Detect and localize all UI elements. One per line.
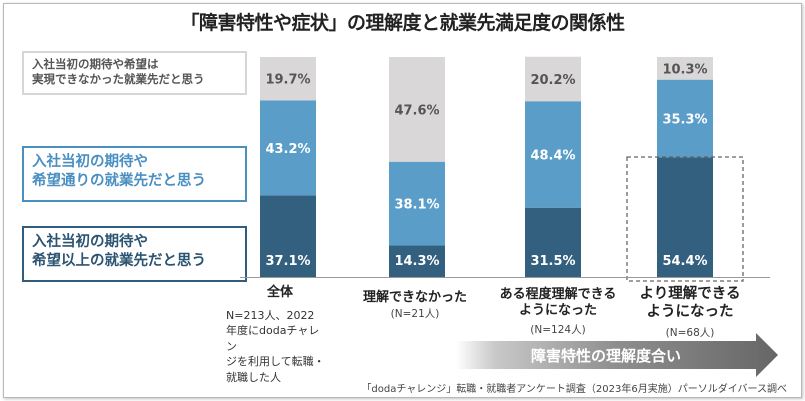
- legend-mid-line-1: 入社当初の期待や: [32, 154, 148, 170]
- bar-label-0-2: 19.7%: [265, 73, 310, 88]
- legend-grey-line-1: 入社当初の期待や希望は: [32, 57, 159, 71]
- category-label-3-line-1: より理解できる: [639, 286, 741, 302]
- bar-label-1-1: 38.1%: [394, 198, 439, 213]
- bar-segment-2-0: [525, 207, 581, 277]
- sample-note: N=213人、2022 年度にdodaチャレン ジを利用して転職・ 就職した人: [226, 308, 326, 385]
- note-line-4: 就職した人: [226, 370, 281, 384]
- bar-segment-2-1: [525, 101, 581, 208]
- bar-label-3-2: 10.3%: [662, 62, 707, 77]
- bar-label-1-0: 14.3%: [394, 254, 439, 269]
- bar-label-2-2: 20.2%: [530, 73, 575, 88]
- bar-segment-1-1: [389, 161, 445, 246]
- category-label-3: より理解できる ようになった: [625, 285, 755, 321]
- bar-segment-1-0: [389, 245, 445, 277]
- category-label-2-line-2: ようになった: [518, 303, 597, 319]
- bar-label-1-2: 47.6%: [394, 103, 439, 118]
- category-label-1: 理解できなかった: [362, 290, 467, 305]
- category-n-3: (N=68人): [665, 327, 715, 339]
- bar-segment-3-1: [657, 79, 713, 158]
- legend-grey-line-2: 実現できなかった就業先だと思う: [32, 72, 205, 87]
- note-line-1: N=213人、2022: [226, 309, 315, 322]
- highlight-box: [626, 156, 744, 282]
- category-n-2: (N=124人): [530, 324, 586, 336]
- arrow-label: 障害特性の理解度合い: [530, 347, 681, 365]
- bar-segment-3-0: [657, 157, 713, 277]
- legend-mid: 入社当初の期待や 希望通りの就業先だと思う: [22, 146, 247, 202]
- bar-label-2-1: 48.4%: [530, 148, 575, 163]
- bar-segment-0-0: [260, 195, 316, 277]
- arrow-shape: [456, 333, 778, 377]
- bar-segment-0-2: [260, 57, 316, 101]
- category-label-2-line-1: ある程度理解できる: [499, 287, 617, 302]
- category-label-2: ある程度理解できる ようになった: [478, 287, 638, 320]
- bar-segment-1-2: [389, 57, 445, 162]
- bar-label-3-1: 35.3%: [662, 112, 707, 127]
- understanding-arrow: 障害特性の理解度合い: [456, 333, 778, 377]
- chart-title: 「障害特性や症状」の理解度と就業先満足度の関係性: [180, 12, 625, 34]
- note-line-3: ジを利用して転職・: [226, 355, 325, 369]
- bar-segment-3-2: [657, 57, 713, 80]
- category-label-3-line-2: ようになった: [646, 304, 734, 321]
- legend-mid-line-2: 希望通りの就業先だと思う: [32, 173, 206, 190]
- bar-label-0-1: 43.2%: [265, 142, 310, 157]
- legend-dark: 入社当初の期待や 希望以上の就業先だと思う: [22, 226, 247, 282]
- legend-dark-line-1: 入社当初の期待や: [32, 234, 148, 250]
- category-n-1: (N=21人): [390, 308, 440, 320]
- category-label-0: 全体: [266, 285, 293, 300]
- bar-label-2-0: 31.5%: [530, 254, 575, 269]
- bar-label-3-0: 54.4%: [662, 254, 707, 269]
- bar-label-0-0: 37.1%: [265, 254, 310, 269]
- note-line-2: 年度にdodaチャレン: [226, 324, 320, 353]
- legend-grey: 入社当初の期待や希望は 実現できなかった就業先だと思う: [22, 51, 247, 95]
- bar-segment-0-1: [260, 100, 316, 196]
- legend-dark-line-2: 希望以上の就業先だと思う: [32, 253, 206, 270]
- source-note: 「dodaチャレンジ」転職・就職者アンケート調査（2023年6月実施）パーソルダ…: [361, 384, 787, 395]
- bar-segment-2-2: [525, 56, 581, 102]
